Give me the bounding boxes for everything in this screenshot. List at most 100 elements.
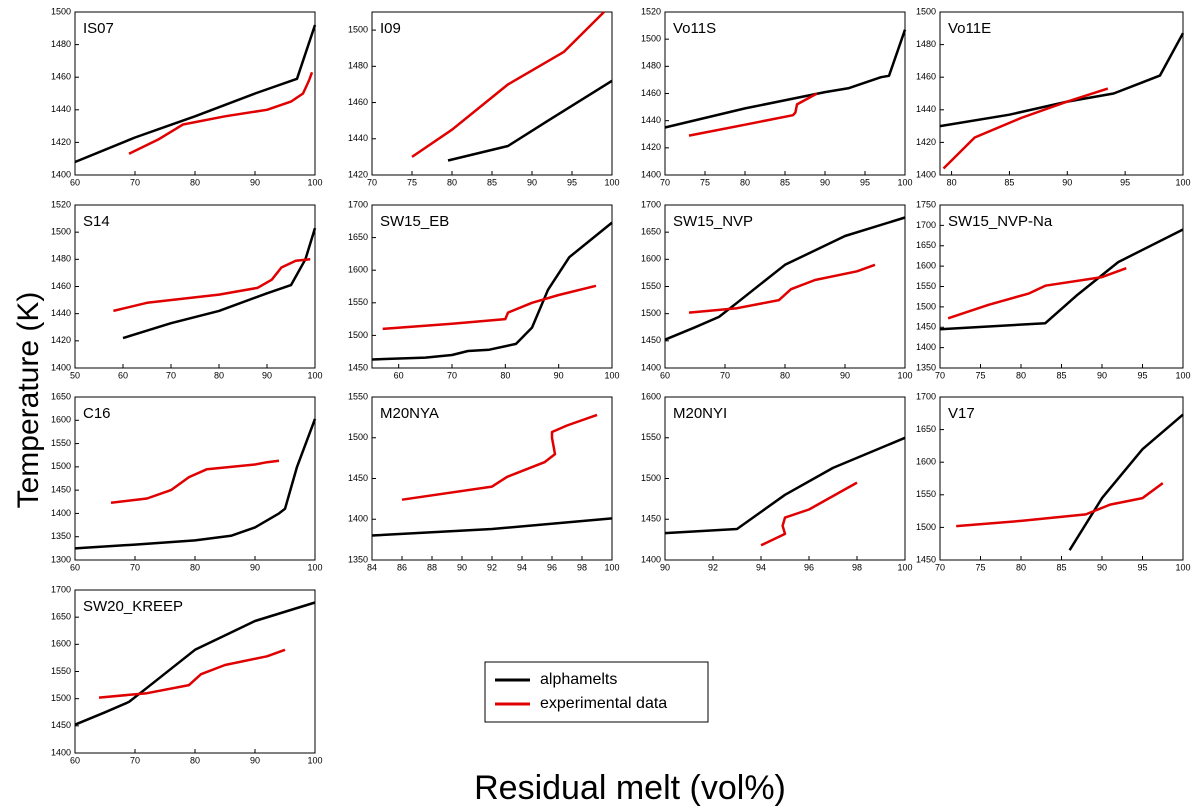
y-tick-label: 1500 (641, 308, 661, 318)
y-tick-label: 1500 (51, 6, 71, 16)
y-tick-label: 1440 (916, 104, 936, 114)
x-tick-label: 95 (1137, 562, 1147, 572)
x-tick-label: 70 (367, 177, 377, 187)
panel-title: M20NYI (673, 405, 727, 422)
y-tick-label: 1420 (641, 142, 661, 152)
y-tick-label: 1450 (348, 362, 368, 372)
y-tick-label: 1500 (51, 461, 71, 471)
panel-title: SW15_EB (380, 213, 449, 230)
panel-frame (371, 204, 613, 369)
x-tick-label: 86 (397, 562, 407, 572)
y-tick-label: 1700 (916, 220, 936, 230)
y-tick-label: 1700 (348, 199, 368, 209)
y-tick-label: 1500 (641, 473, 661, 483)
x-tick-label: 100 (1175, 177, 1190, 187)
data-line (98, 648, 286, 699)
x-tick-label: 90 (527, 177, 537, 187)
x-tick-label: 96 (547, 562, 557, 572)
y-tick-label: 1400 (51, 362, 71, 372)
legend-label: experimental data (540, 695, 667, 712)
data-line (401, 413, 598, 501)
y-tick-label: 1700 (51, 584, 71, 594)
legend-box (484, 661, 709, 723)
data-line (447, 79, 613, 162)
x-tick-label: 94 (517, 562, 527, 572)
x-tick-label: 70 (720, 370, 730, 380)
x-tick-label: 50 (70, 370, 80, 380)
x-tick-label: 75 (975, 370, 985, 380)
data-line (411, 11, 605, 158)
x-tick-label: 100 (897, 177, 912, 187)
y-tick-label: 1450 (916, 322, 936, 332)
data-line (939, 32, 1185, 128)
y-tick-label: 1500 (916, 522, 936, 532)
y-tick-label: 1450 (641, 514, 661, 524)
panel-frame (939, 11, 1184, 176)
x-tick-label: 90 (1097, 562, 1107, 572)
panel-title: V17 (948, 405, 975, 422)
y-tick-label: 1450 (348, 473, 368, 483)
x-tick-label: 100 (604, 177, 619, 187)
y-tick-label: 1500 (916, 301, 936, 311)
y-tick-label: 1550 (641, 281, 661, 291)
y-tick-label: 1420 (916, 137, 936, 147)
y-tick-label: 1480 (51, 254, 71, 264)
x-tick-label: 98 (577, 562, 587, 572)
x-tick-label: 70 (166, 370, 176, 380)
y-tick-label: 1500 (51, 227, 71, 237)
panel-title: SW20_KREEP (83, 598, 183, 615)
data-line (939, 228, 1184, 331)
data-line (382, 284, 597, 331)
data-line (371, 517, 613, 537)
x-tick-label: 95 (860, 177, 870, 187)
x-tick-label: 90 (250, 177, 260, 187)
data-line (113, 258, 311, 313)
x-tick-label: 75 (975, 562, 985, 572)
x-tick-label: 95 (567, 177, 577, 187)
y-tick-label: 1650 (51, 391, 71, 401)
x-tick-label: 90 (840, 370, 850, 380)
y-tick-label: 1300 (51, 554, 71, 564)
data-line (956, 482, 1164, 528)
x-tick-label: 70 (130, 562, 140, 572)
data-line (760, 481, 858, 547)
y-tick-label: 1550 (916, 489, 936, 499)
y-tick-label: 1350 (51, 531, 71, 541)
data-line (947, 267, 1127, 320)
x-tick-label: 100 (307, 755, 322, 765)
x-tick-label: 95 (1137, 370, 1147, 380)
data-line (664, 436, 906, 535)
panel-frame (939, 396, 1184, 561)
panel-title: IS07 (83, 20, 114, 37)
y-tick-label: 1500 (916, 6, 936, 16)
x-tick-label: 90 (457, 562, 467, 572)
legend-label: alphamelts (540, 671, 617, 688)
x-tick-label: 70 (935, 370, 945, 380)
x-tick-label: 70 (130, 755, 140, 765)
y-tick-label: 1400 (348, 514, 368, 524)
x-tick-label: 85 (1056, 562, 1066, 572)
panel-title: C16 (83, 405, 111, 422)
y-tick-label: 1550 (348, 297, 368, 307)
y-tick-label: 1550 (51, 666, 71, 676)
x-tick-label: 60 (70, 562, 80, 572)
y-tick-label: 1550 (916, 281, 936, 291)
data-line (1068, 413, 1184, 551)
y-tick-label: 1400 (641, 362, 661, 372)
y-tick-label: 1650 (641, 227, 661, 237)
y-tick-label: 1460 (916, 72, 936, 82)
y-tick-label: 1480 (348, 61, 368, 71)
x-tick-label: 90 (1062, 177, 1072, 187)
x-tick-label: 80 (447, 177, 457, 187)
x-tick-label: 98 (852, 562, 862, 572)
y-tick-label: 1520 (51, 199, 71, 209)
x-tick-label: 85 (1004, 177, 1014, 187)
y-axis-label: Temperature (K) (12, 292, 45, 509)
y-tick-label: 1450 (51, 720, 71, 730)
y-tick-label: 1650 (916, 240, 936, 250)
x-tick-label: 100 (1175, 562, 1190, 572)
y-tick-label: 1520 (641, 6, 661, 16)
y-tick-label: 1420 (348, 169, 368, 179)
y-tick-label: 1550 (641, 432, 661, 442)
